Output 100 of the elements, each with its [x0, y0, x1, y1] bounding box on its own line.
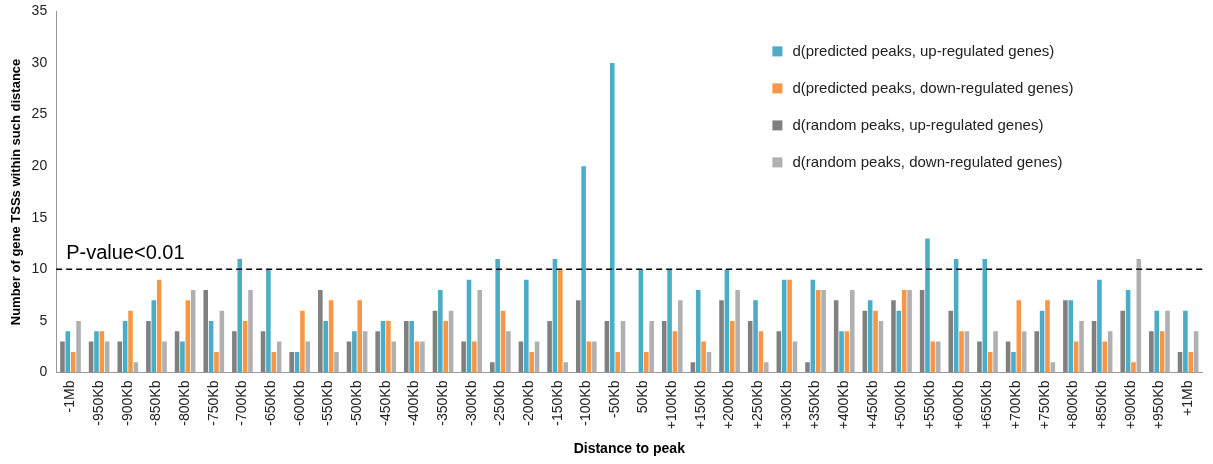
bar	[237, 259, 243, 373]
y-tick-label: 25	[31, 105, 48, 122]
x-tick-label: +650Kb	[978, 380, 995, 430]
x-tick-label: +450Kb	[863, 380, 880, 430]
bar	[404, 320, 409, 373]
bar	[1034, 331, 1040, 373]
bar	[701, 341, 706, 373]
bar	[993, 331, 998, 373]
bar	[232, 331, 237, 373]
x-tick-label: -150Kb	[548, 380, 565, 426]
bar	[524, 279, 529, 373]
x-tick-label: -250Kb	[491, 380, 508, 426]
x-tick-label: +600Kb	[949, 380, 966, 430]
bar	[495, 259, 500, 373]
x-tick-label: -200Kb	[519, 380, 536, 426]
bar	[959, 331, 964, 373]
bar	[891, 300, 896, 373]
bar	[873, 310, 878, 373]
bar	[787, 279, 792, 373]
bar	[357, 300, 363, 373]
x-tick-label: -850Kb	[147, 380, 164, 426]
x-tick-label: +750Kb	[1035, 380, 1052, 430]
x-tick-label: +100Kb	[663, 380, 680, 430]
bar	[1149, 331, 1154, 373]
bar	[438, 290, 443, 373]
legend-label: d(random peaks, up-regulated genes)	[792, 115, 1044, 133]
x-tick-label: -500Kb	[347, 380, 364, 426]
bar	[935, 341, 941, 373]
bar	[558, 269, 563, 373]
bar	[1011, 351, 1016, 373]
x-tick-label: +500Kb	[892, 380, 909, 430]
bar	[649, 320, 654, 373]
x-tick-label: -650Kb	[261, 380, 278, 426]
bar	[735, 290, 740, 373]
bar	[386, 320, 391, 373]
bar	[678, 300, 683, 373]
x-tick-label: +950Kb	[1150, 380, 1167, 430]
bar	[420, 341, 425, 373]
bar	[334, 351, 339, 373]
legend-label: d(predicted peaks, up-regulated genes)	[792, 41, 1055, 59]
bar	[162, 341, 167, 373]
bar	[117, 341, 123, 373]
bar	[615, 351, 620, 373]
y-tick-label: 0	[39, 363, 48, 380]
x-tick-label: -400Kb	[405, 380, 422, 426]
legend-label: d(random peaks, down-regulated genes)	[792, 152, 1063, 170]
y-tick-label: 5	[39, 311, 48, 328]
x-tick-label: 50Kb	[634, 380, 651, 414]
bar	[839, 331, 844, 373]
bar	[729, 320, 735, 373]
bar	[300, 310, 305, 373]
x-tick-label: +200Kb	[720, 380, 737, 430]
bar	[289, 351, 294, 373]
bar	[1045, 300, 1050, 373]
bar	[907, 290, 912, 373]
bar	[472, 341, 477, 373]
bar	[391, 341, 397, 373]
bar	[266, 269, 271, 373]
bar	[151, 300, 157, 373]
x-tick-label: +300Kb	[777, 380, 794, 430]
bar	[409, 320, 414, 373]
x-tick-label: +250Kb	[749, 380, 766, 430]
bar	[461, 341, 466, 373]
x-tick-label: -100Kb	[577, 380, 594, 426]
bar	[1131, 362, 1136, 373]
bar	[323, 320, 328, 373]
x-axis-title: Distance to peak	[573, 440, 686, 457]
bar	[1154, 310, 1160, 373]
bar	[805, 362, 810, 373]
bar	[214, 351, 219, 373]
bar	[948, 310, 954, 373]
bar	[815, 290, 821, 373]
bar	[821, 290, 826, 373]
y-tick-label: 10	[31, 260, 48, 277]
bar	[1165, 310, 1170, 373]
x-tick-label: -1Mb	[61, 380, 78, 413]
bar	[667, 269, 672, 373]
x-tick-label: +900Kb	[1121, 380, 1138, 430]
bar	[180, 341, 185, 373]
bar	[609, 62, 615, 373]
bar	[764, 362, 769, 373]
x-tick-label: +1Mb	[1178, 380, 1195, 416]
x-tick-label: -700Kb	[233, 380, 250, 426]
bar	[695, 290, 701, 373]
x-tick-label: -900Kb	[118, 380, 135, 426]
bar	[547, 320, 552, 373]
y-axis-title: Number of gene TSSs within such distance	[8, 58, 24, 326]
x-tick-label: -800Kb	[175, 380, 192, 426]
bar	[1183, 310, 1188, 373]
x-tick-label: -450Kb	[376, 380, 393, 426]
bar	[1063, 300, 1068, 373]
bar	[1079, 320, 1084, 373]
bar	[375, 331, 380, 373]
x-tick-label: +700Kb	[1007, 380, 1023, 430]
bar	[581, 166, 586, 373]
bar	[575, 300, 581, 373]
bar	[849, 290, 855, 373]
bar	[644, 351, 649, 373]
x-tick-label: +400Kb	[835, 380, 852, 430]
bar	[506, 331, 511, 373]
